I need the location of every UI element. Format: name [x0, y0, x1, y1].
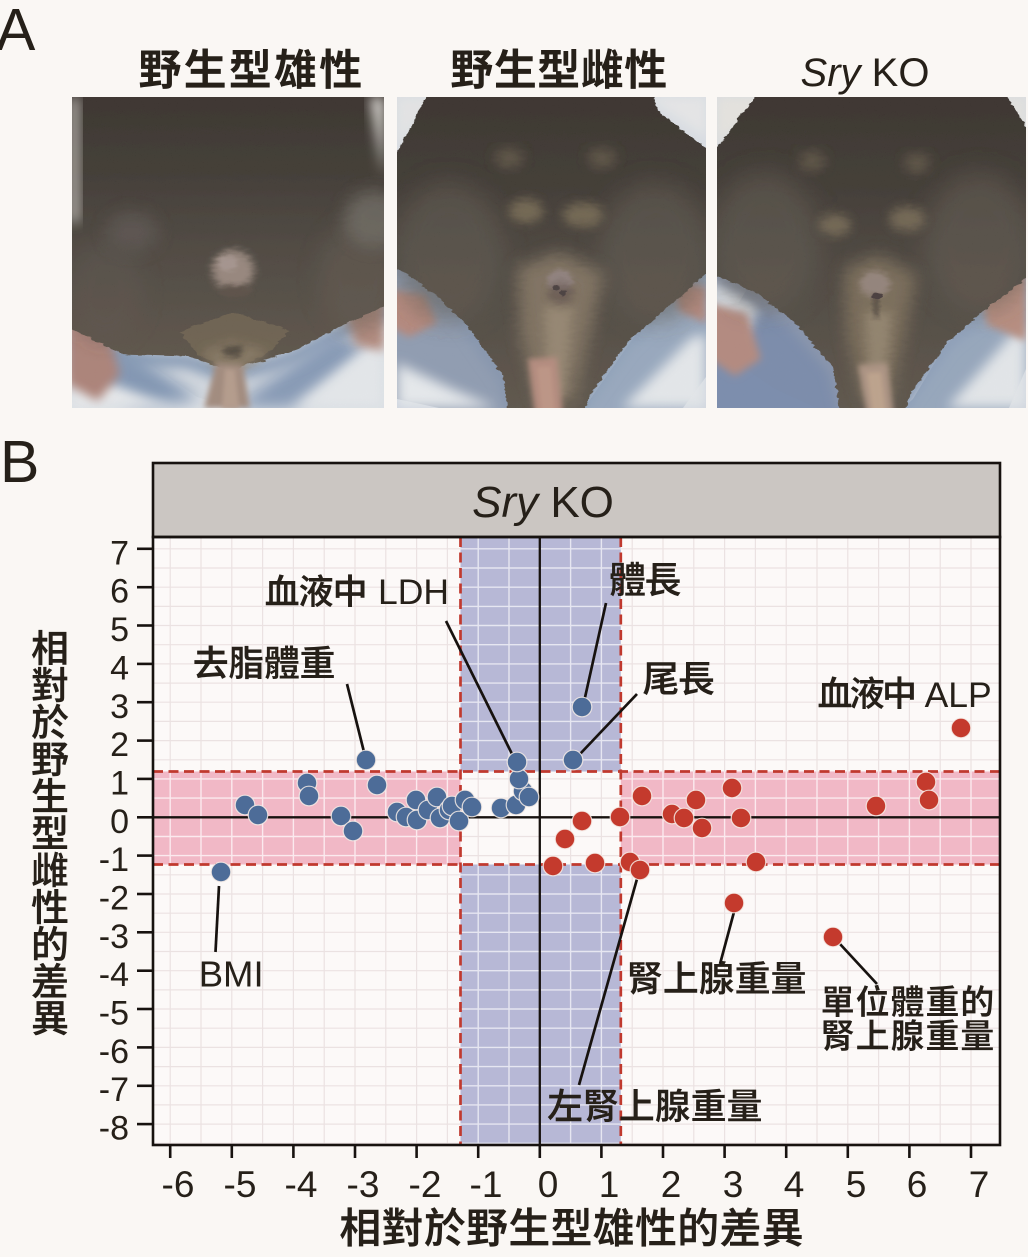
svg-text:-3: -3 [347, 1164, 380, 1205]
svg-text:B: B [0, 429, 39, 495]
svg-text:-4: -4 [285, 1164, 318, 1205]
svg-text:0: 0 [538, 1164, 559, 1205]
svg-text:2: 2 [661, 1164, 682, 1205]
svg-text:A: A [0, 0, 36, 63]
svg-text:6: 6 [110, 573, 129, 611]
svg-text:-2: -2 [99, 880, 129, 918]
svg-text:LDH: LDH [378, 572, 449, 612]
svg-text:-3: -3 [99, 918, 129, 956]
svg-text:-4: -4 [99, 956, 129, 994]
svg-text:Sry KO: Sry KO [801, 51, 930, 95]
svg-text:-6: -6 [162, 1164, 195, 1205]
svg-text:7: 7 [969, 1164, 990, 1205]
svg-text:5: 5 [110, 611, 129, 649]
svg-text:1: 1 [110, 764, 129, 802]
svg-text:-2: -2 [409, 1164, 442, 1205]
svg-text:7: 7 [110, 534, 129, 572]
svg-text:3: 3 [723, 1164, 744, 1205]
svg-text:3: 3 [110, 688, 129, 726]
svg-text:-1: -1 [470, 1164, 503, 1205]
svg-text:-5: -5 [99, 995, 129, 1033]
svg-text:6: 6 [907, 1164, 928, 1205]
svg-text:Sry KO: Sry KO [472, 478, 614, 527]
svg-text:-6: -6 [99, 1033, 129, 1071]
svg-text:4: 4 [110, 649, 129, 687]
svg-text:ALP: ALP [925, 675, 992, 715]
svg-text:-8: -8 [99, 1110, 129, 1148]
svg-text:4: 4 [784, 1164, 805, 1205]
svg-text:1: 1 [599, 1164, 620, 1205]
svg-text:BMI: BMI [199, 954, 264, 995]
svg-text:2: 2 [110, 726, 129, 764]
svg-text:5: 5 [846, 1164, 867, 1205]
svg-text:0: 0 [110, 803, 129, 841]
svg-text:-7: -7 [99, 1071, 129, 1109]
svg-text:-5: -5 [224, 1164, 257, 1205]
svg-text:-1: -1 [99, 841, 129, 879]
